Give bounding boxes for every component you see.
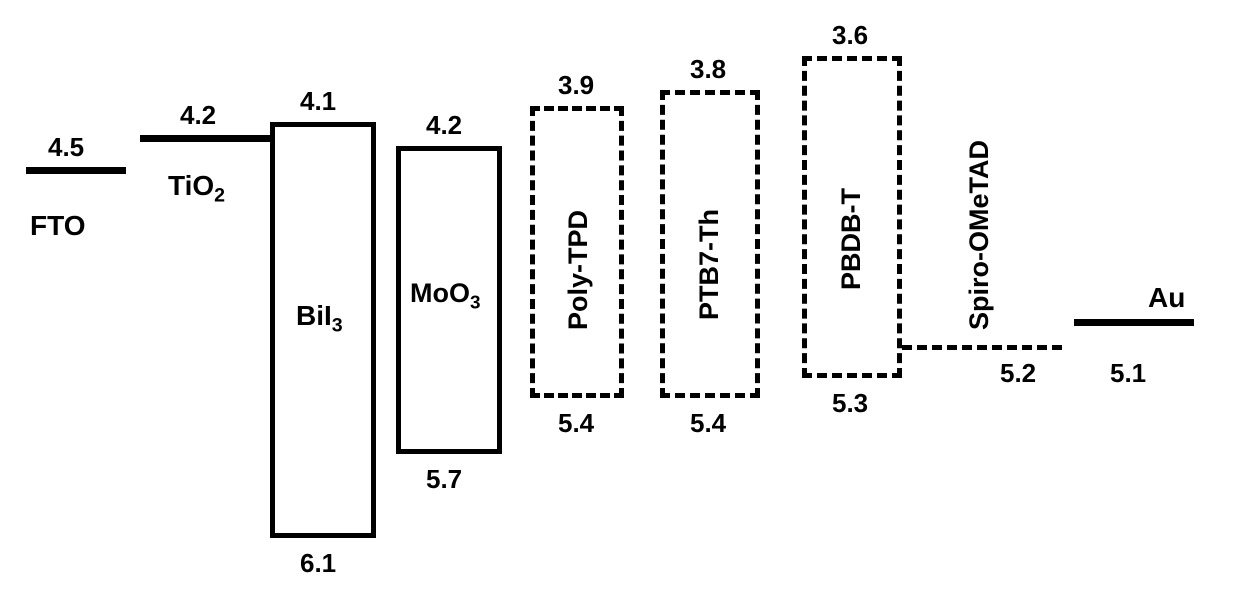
bii3-label: BiI3 xyxy=(296,300,343,338)
tio2-line xyxy=(140,135,270,142)
polytpd-bottom-value: 5.4 xyxy=(558,408,594,439)
energy-level-diagram: 4.5 FTO 4.2 TiO2 4.1 6.1 BiI3 4.2 5.7 Mo… xyxy=(0,0,1240,606)
moo3-bottom-value: 5.7 xyxy=(426,464,462,495)
au-line xyxy=(1074,319,1194,326)
pbdbt-bottom-value: 5.3 xyxy=(832,388,868,419)
ptb7th-bottom-value: 5.4 xyxy=(690,408,726,439)
bii3-subscript: 3 xyxy=(332,315,343,337)
fto-top-value: 4.5 xyxy=(48,132,84,163)
ptb7th-top-value: 3.8 xyxy=(690,54,726,85)
moo3-label: MoO3 xyxy=(410,278,481,314)
bii3-top-value: 4.1 xyxy=(300,86,336,117)
tio2-top-value: 4.2 xyxy=(180,100,216,131)
spiro-bottom-value: 5.2 xyxy=(1000,358,1036,389)
tio2-label: TiO2 xyxy=(168,170,225,208)
pbdbt-top-value: 3.6 xyxy=(832,20,868,51)
au-bottom-value: 5.1 xyxy=(1110,358,1146,389)
moo3-subscript: 3 xyxy=(470,292,481,313)
ptb7th-label: PTB7-Th xyxy=(694,160,725,320)
bii3-bottom-value: 6.1 xyxy=(300,548,336,579)
polytpd-top-value: 3.9 xyxy=(558,70,594,101)
fto-line xyxy=(26,167,126,174)
tio2-subscript: 2 xyxy=(214,185,225,207)
spiro-line xyxy=(902,345,1062,350)
fto-label: FTO xyxy=(30,210,85,242)
au-label: Au xyxy=(1148,282,1185,314)
spiro-label: Spiro-OMeTAD xyxy=(964,70,995,330)
pbdbt-label: PBDB-T xyxy=(836,140,867,290)
moo3-top-value: 4.2 xyxy=(426,110,462,141)
polytpd-label: Poly-TPD xyxy=(563,170,594,330)
